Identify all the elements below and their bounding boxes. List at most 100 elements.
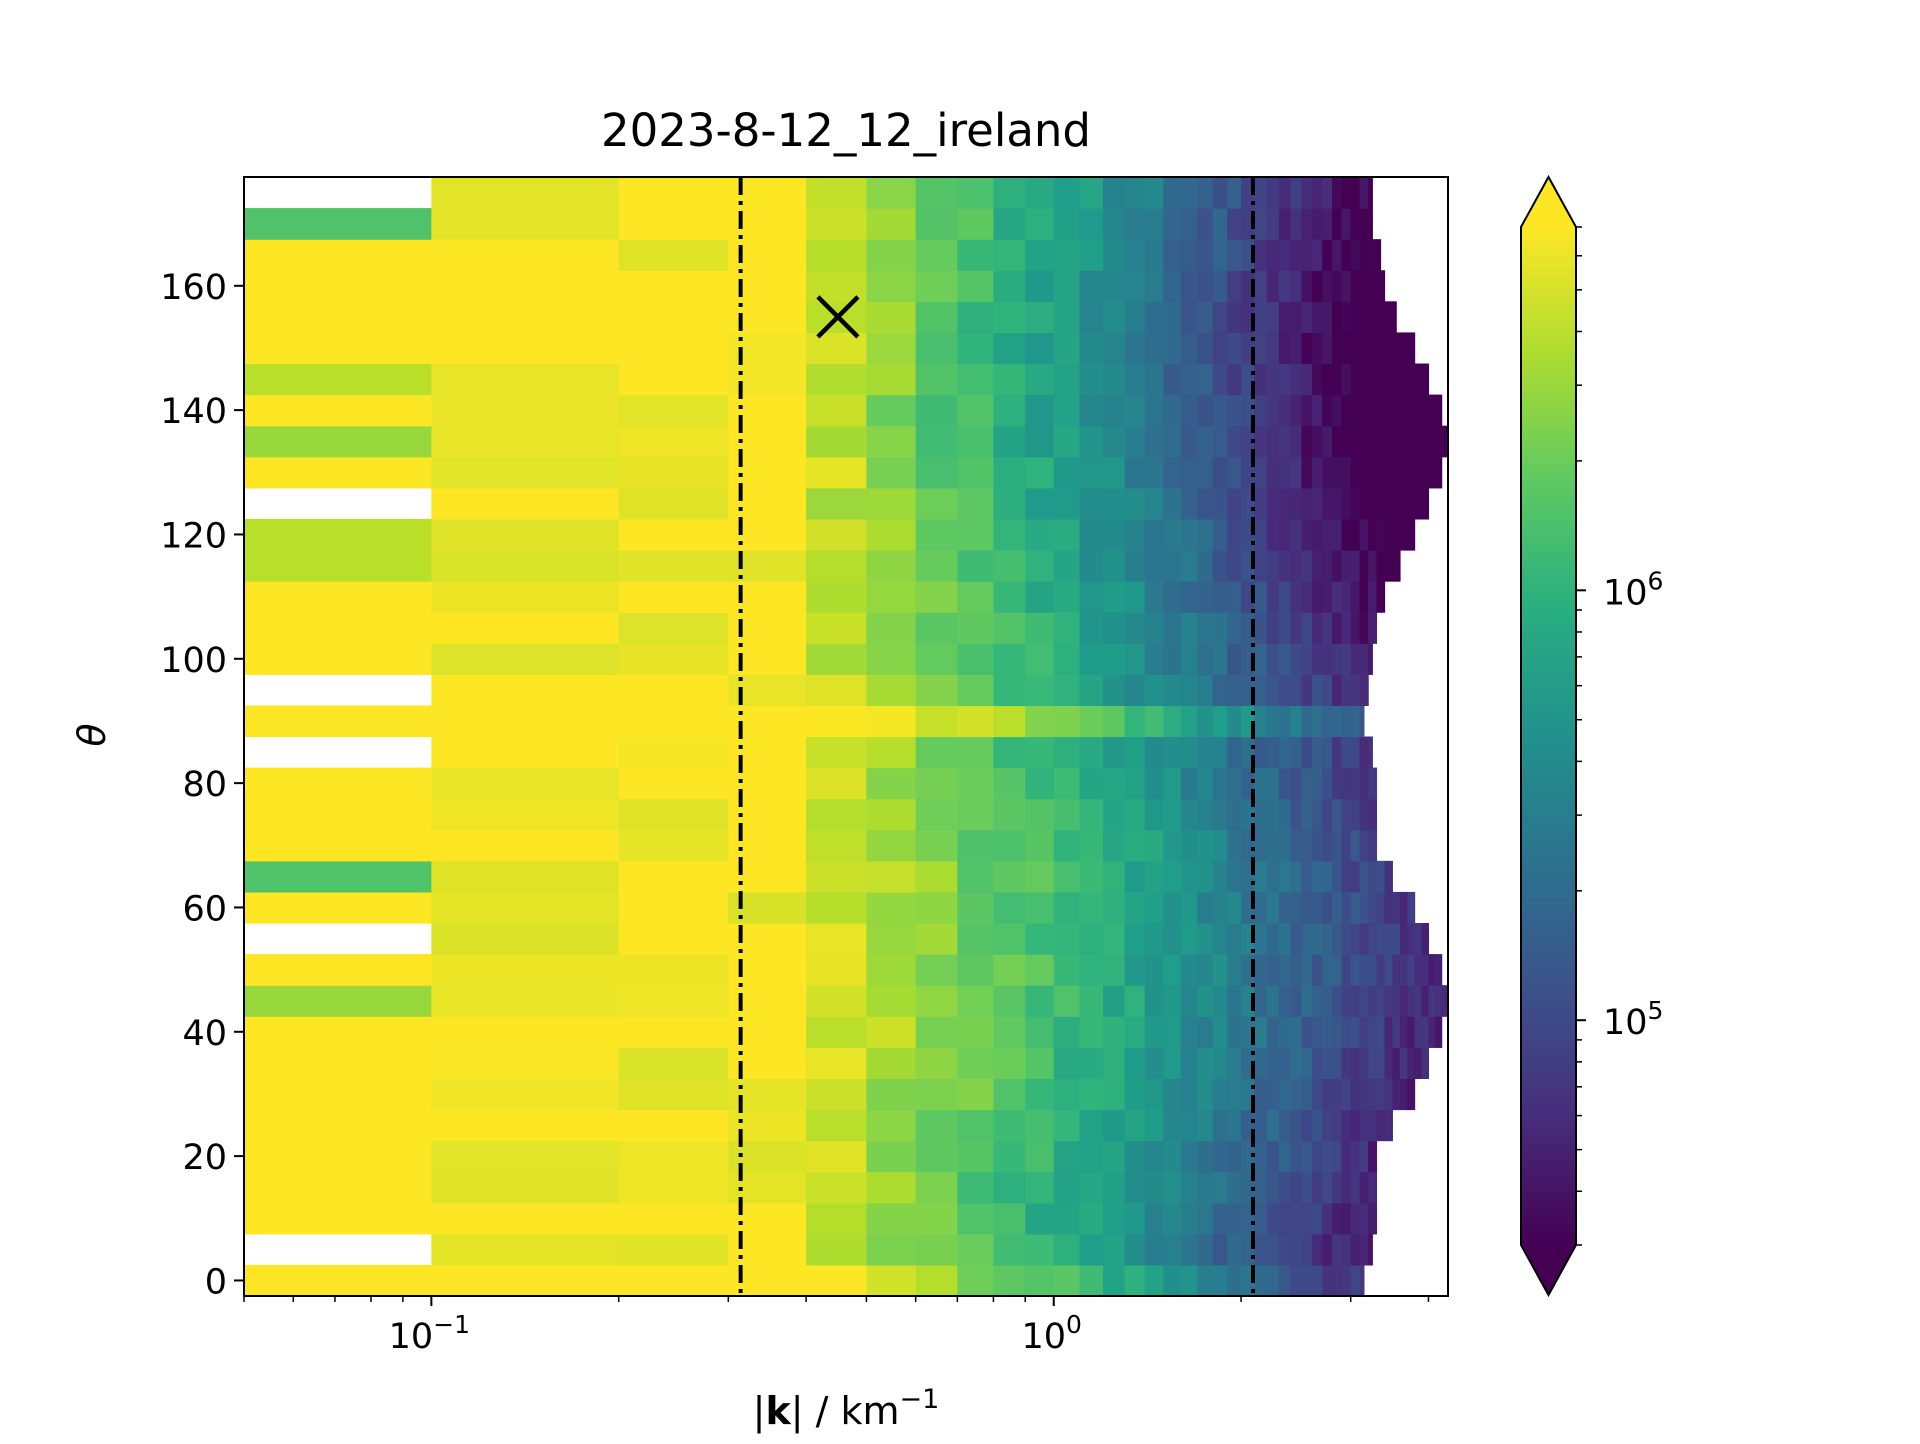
heatmap-cell (1103, 954, 1126, 986)
heatmap-cell (618, 985, 729, 1017)
heatmap-cell (1144, 1233, 1164, 1266)
heatmap-cell (1144, 363, 1164, 396)
heatmap-cell (618, 1171, 729, 1204)
heatmap-cell (1368, 860, 1378, 893)
heatmap-cell (1350, 301, 1361, 334)
heatmap-cell (915, 1202, 958, 1235)
heatmap-cell (1301, 643, 1313, 675)
heatmap-cell (866, 550, 917, 582)
heatmap-cell (1312, 518, 1323, 551)
heatmap-cell (957, 1233, 995, 1266)
heatmap-cell (1392, 456, 1401, 489)
heatmap-cell (1290, 860, 1303, 893)
heatmap-cell (618, 456, 729, 489)
heatmap-cell (1266, 456, 1280, 489)
heatmap-cell (1290, 1233, 1303, 1266)
heatmap-cell (1079, 177, 1104, 209)
heatmap-cell (1079, 612, 1104, 644)
heatmap-cell (1079, 705, 1104, 738)
heatmap-cell (1163, 301, 1182, 334)
heatmap-cell (1163, 239, 1182, 271)
heatmap-cell (431, 891, 620, 924)
heatmap-cell (1312, 332, 1323, 365)
heatmap-cell (1144, 208, 1164, 240)
heatmap-cell (1399, 954, 1408, 986)
heatmap-cell (1266, 1016, 1280, 1048)
heatmap-cell (1254, 798, 1268, 831)
heatmap-cell (1053, 1078, 1081, 1111)
heatmap-cell (1399, 487, 1408, 520)
heatmap-cell (1322, 550, 1333, 582)
heatmap-cell (915, 643, 958, 675)
heatmap-cell (1290, 1171, 1303, 1204)
heatmap-cell (957, 208, 995, 240)
x-axis-label-bold: k (765, 1389, 791, 1433)
heatmap-cell (1079, 1016, 1104, 1048)
heatmap-cell (1399, 363, 1408, 396)
heatmap-cell (1350, 1078, 1361, 1111)
heatmap-cell (1414, 456, 1423, 489)
heatmap-cell (1144, 1202, 1164, 1235)
heatmap-cell (1025, 954, 1055, 986)
heatmap-cell (1266, 518, 1280, 551)
heatmap-cell (993, 239, 1026, 271)
heatmap-cell (806, 954, 867, 986)
heatmap-cell (1350, 860, 1361, 893)
heatmap-cell (1332, 1171, 1343, 1204)
heatmap-cell (1332, 1078, 1343, 1111)
heatmap-cell (1278, 705, 1291, 738)
heatmap-cell (1368, 643, 1373, 675)
heatmap-cell (1212, 456, 1228, 489)
heatmap-cell (431, 550, 620, 582)
heatmap-cell (1312, 860, 1323, 893)
heatmap-cell (1301, 736, 1313, 769)
heatmap-cell (1322, 301, 1333, 334)
heatmap-cell (1322, 891, 1333, 924)
heatmap-cell (957, 177, 995, 209)
heatmap-cell (957, 1202, 995, 1235)
heatmap-cell (1278, 456, 1291, 489)
heatmap-cell (618, 612, 729, 644)
heatmap-cell (1278, 270, 1291, 302)
colorbar-gradient (1521, 227, 1576, 1245)
heatmap-cell (1441, 425, 1448, 458)
heatmap-cell (866, 705, 917, 738)
heatmap-cell (1341, 394, 1352, 427)
heatmap-cell (1103, 798, 1126, 831)
heatmap-cell (1322, 394, 1333, 427)
heatmap-cell (1359, 985, 1369, 1017)
heatmap-cell (1079, 1140, 1104, 1173)
heatmap-cell (1421, 954, 1430, 986)
heatmap-cell (806, 1233, 867, 1266)
heatmap-cell (618, 954, 729, 986)
heatmap-cell (1254, 1109, 1268, 1142)
heatmap-cell (1359, 550, 1369, 582)
heatmap-cell (1212, 829, 1228, 862)
heatmap-cell (1180, 923, 1198, 955)
heatmap-cell (866, 798, 917, 831)
heatmap-cell (806, 798, 867, 831)
heatmap-cell (618, 705, 729, 738)
heatmap-cell (993, 363, 1026, 396)
heatmap-cell (1332, 1016, 1343, 1048)
heatmap-cell (1384, 954, 1393, 986)
heatmap-cell (1227, 581, 1242, 613)
heatmap-cell (1376, 891, 1386, 924)
heatmap-cell (1053, 487, 1081, 520)
heatmap-cell (993, 177, 1026, 209)
heatmap-cell (1312, 394, 1323, 427)
heatmap-cell (1332, 612, 1343, 644)
heatmap-cell (1341, 674, 1352, 707)
heatmap-cell (1212, 674, 1228, 707)
heatmap-cell (1290, 456, 1303, 489)
heatmap-cell (1290, 1140, 1303, 1173)
heatmap-cell (1079, 891, 1104, 924)
heatmap-cell (431, 985, 620, 1017)
heatmap-cell (618, 270, 729, 302)
heatmap-cell (1180, 798, 1198, 831)
heatmap-cell (1332, 829, 1343, 862)
heatmap-cell (1368, 829, 1378, 862)
heatmap-cell (618, 1109, 729, 1142)
heatmap-cell (1290, 1109, 1303, 1142)
heatmap-cell (1053, 923, 1081, 955)
